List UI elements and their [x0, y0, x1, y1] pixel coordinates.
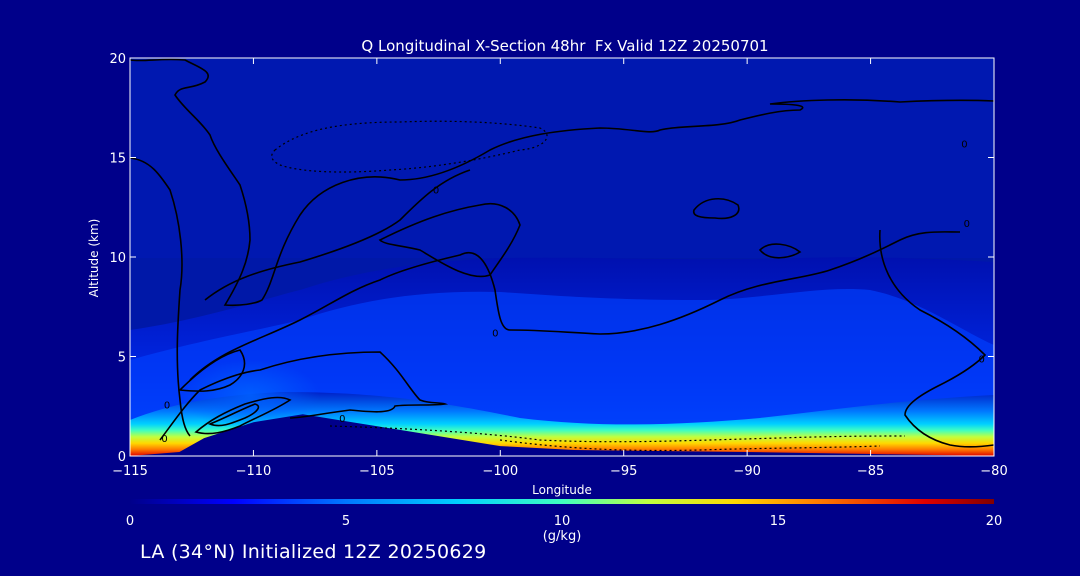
plot-area: 0 0 0 0 0 0 0 0 [130, 58, 994, 456]
y-tick-label: 15 [109, 152, 126, 167]
contour-label: 0 [164, 400, 170, 411]
x-tick-label: −90 [733, 464, 760, 479]
y-axis-label: Altitude (km) [87, 219, 101, 298]
contour-label: 0 [964, 219, 970, 230]
contour-lines [130, 58, 994, 448]
colorbar-tick-label: 0 [126, 514, 134, 529]
contour-label: 0 [978, 354, 984, 365]
mountain-moisture-blob [180, 360, 320, 430]
colorbar-tick-label: 5 [342, 514, 350, 529]
dashed-contours [271, 120, 906, 452]
chart-title: Q Longitudinal X-Section 48hr Fx Valid 1… [361, 37, 768, 55]
init-footer: LA (34°N) Initialized 12Z 20250629 [140, 541, 487, 563]
y-tick-label: 20 [109, 52, 126, 67]
contour-label: 0 [161, 434, 167, 445]
x-tick-label: −110 [236, 464, 272, 479]
contour-label: 0 [433, 185, 439, 196]
x-tick-label: −100 [482, 464, 518, 479]
x-tick-label: −115 [112, 464, 148, 479]
colorbar-tick-label: 10 [554, 514, 571, 529]
upper-moisture-field [130, 58, 994, 258]
x-tick-label: −105 [359, 464, 395, 479]
contour-label: 0 [492, 329, 498, 340]
colorbar-tick-label: 15 [770, 514, 787, 529]
y-tick-label: 5 [118, 351, 126, 366]
colorbar [130, 499, 994, 504]
colorbar-tick-label: 20 [986, 514, 1003, 529]
x-axis-label: Longitude [532, 483, 592, 497]
contour-label: 0 [339, 414, 345, 425]
y-tick-label: 10 [109, 251, 126, 266]
y-tick-label: 0 [118, 450, 126, 465]
contour-label: 0 [961, 140, 967, 151]
x-tick-label: −95 [610, 464, 637, 479]
terrain-mask [130, 414, 994, 456]
x-tick-label: −85 [857, 464, 884, 479]
colorbar-label: (g/kg) [543, 529, 582, 544]
x-tick-label: −80 [980, 464, 1007, 479]
